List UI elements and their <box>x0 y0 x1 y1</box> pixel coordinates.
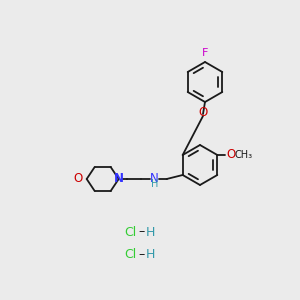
Text: H: H <box>145 248 155 262</box>
Text: N: N <box>150 172 159 184</box>
Text: –: – <box>139 226 145 238</box>
Text: –: – <box>139 248 145 262</box>
Text: F: F <box>202 48 208 58</box>
Text: Cl: Cl <box>124 226 136 238</box>
Text: O: O <box>74 172 83 185</box>
Text: CH₃: CH₃ <box>234 150 252 160</box>
Text: H: H <box>145 226 155 238</box>
Text: N: N <box>114 172 124 185</box>
Text: O: O <box>198 106 208 118</box>
Text: Cl: Cl <box>124 248 136 262</box>
Text: O: O <box>226 148 236 161</box>
Text: H: H <box>151 179 158 189</box>
